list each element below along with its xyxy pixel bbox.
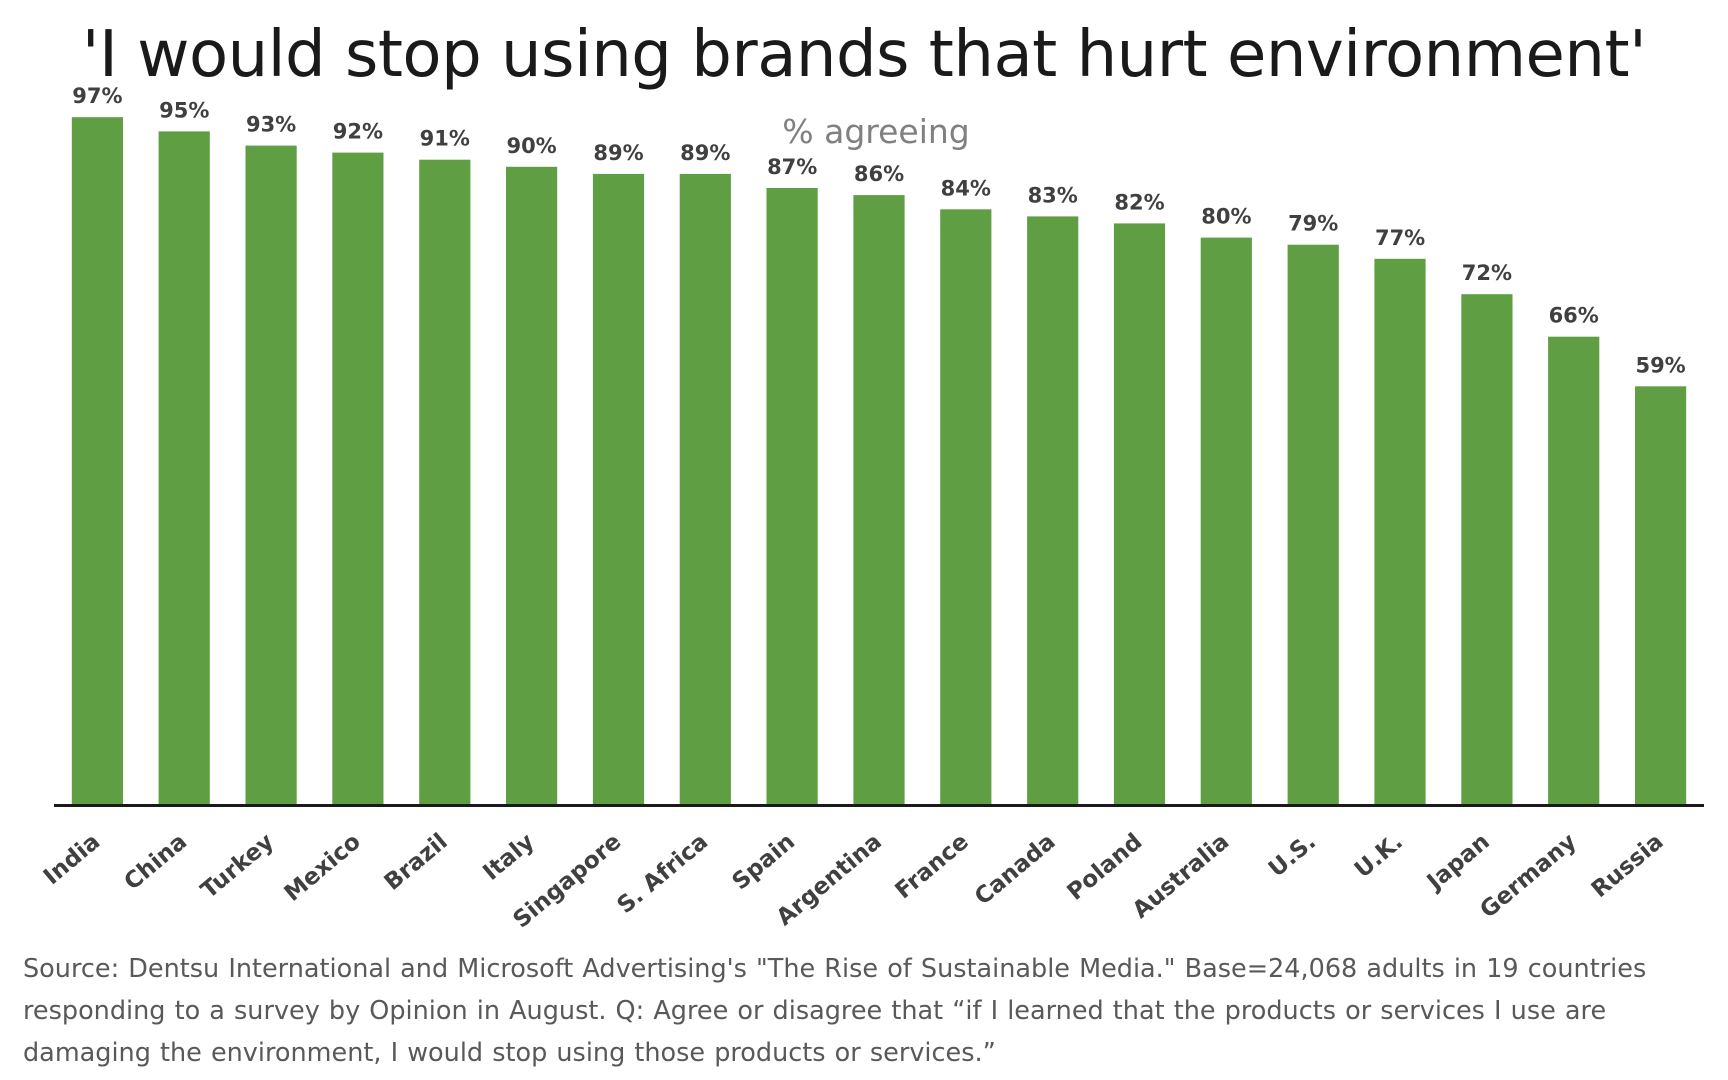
x-tick-label: Turkey xyxy=(196,829,279,904)
x-tick-label: Australia xyxy=(1128,829,1234,924)
x-tick-label: S. Africa xyxy=(613,829,714,919)
x-tick-label: U.S. xyxy=(1264,829,1321,883)
data-label: 83% xyxy=(1028,183,1078,207)
bar-brazil xyxy=(419,159,471,804)
source-note: Source: Dentsu International and Microso… xyxy=(23,954,1647,1068)
x-tick-label: Mexico xyxy=(280,829,366,907)
x-tick-label: Russia xyxy=(1587,829,1669,903)
bar-argentina xyxy=(853,195,905,805)
x-tick-label: France xyxy=(891,829,974,905)
data-label: 59% xyxy=(1635,353,1685,377)
bar-italy xyxy=(506,166,558,805)
data-label: 89% xyxy=(593,141,643,165)
chart-subtitle: % agreeing xyxy=(782,112,970,151)
data-label: 90% xyxy=(506,134,556,158)
data-label: 72% xyxy=(1462,261,1512,285)
bar-poland xyxy=(1113,223,1166,804)
bar-russia xyxy=(1635,386,1687,804)
x-tick-label: China xyxy=(119,829,192,896)
bar-u-s xyxy=(1287,244,1339,804)
bar-u-k xyxy=(1374,258,1426,804)
data-label: 87% xyxy=(767,155,817,179)
data-label: 97% xyxy=(72,84,122,108)
bar-s-africa xyxy=(679,173,731,804)
bar-chart: 97% India 95% China 93% Turkey 92% Mexico 91% Bra… xyxy=(39,84,1704,933)
bar-singapore xyxy=(592,173,645,804)
data-label: 84% xyxy=(941,176,991,200)
data-label: 93% xyxy=(246,113,296,137)
data-label: 66% xyxy=(1549,304,1599,328)
x-tick-label: India xyxy=(39,829,105,891)
data-label: 80% xyxy=(1201,205,1251,229)
bar-china xyxy=(158,131,210,804)
data-label: 86% xyxy=(854,162,904,186)
data-label: 77% xyxy=(1375,226,1425,250)
x-tick-label: Italy xyxy=(478,829,539,886)
data-label: 89% xyxy=(680,141,730,165)
bar-canada xyxy=(1027,216,1079,804)
data-label: 82% xyxy=(1114,190,1164,214)
bar-japan xyxy=(1461,294,1513,804)
bar-france xyxy=(940,209,992,805)
bar-turkey xyxy=(245,145,297,805)
x-tick-label: U.K. xyxy=(1350,829,1408,884)
x-tick-label: Germany xyxy=(1475,829,1581,924)
bar-spain xyxy=(766,188,818,804)
data-label: 92% xyxy=(333,120,383,144)
bar-india xyxy=(71,117,123,804)
bar-mexico xyxy=(332,152,384,805)
x-tick-label: Poland xyxy=(1063,829,1148,906)
bar-australia xyxy=(1200,237,1252,805)
data-label: 91% xyxy=(420,127,470,151)
bar-germany xyxy=(1548,336,1600,804)
data-label: 95% xyxy=(159,98,209,122)
data-label: 79% xyxy=(1288,212,1338,236)
x-tick-label: Japan xyxy=(1421,829,1495,897)
chart-title: 'I would stop using brands that hurt env… xyxy=(81,18,1647,92)
x-tick-label: Spain xyxy=(728,829,800,896)
x-tick-label: Brazil xyxy=(380,829,453,896)
x-tick-label: Canada xyxy=(970,829,1060,911)
